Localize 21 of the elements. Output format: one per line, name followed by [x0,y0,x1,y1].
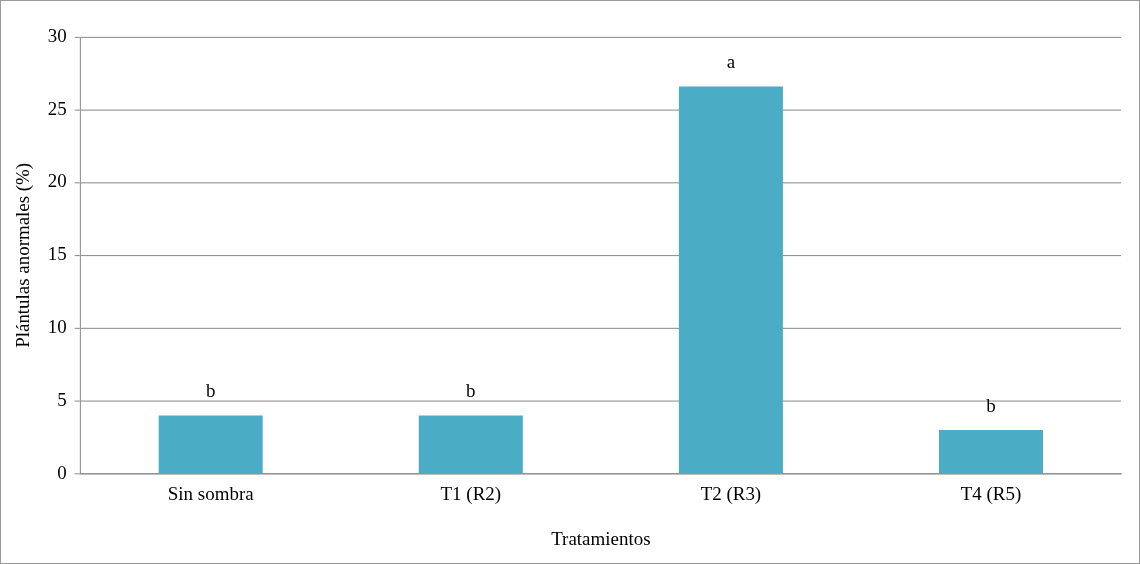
y-tick-label: 10 [47,316,67,338]
y-tick-label: 20 [47,170,67,192]
y-tick-label: 5 [57,388,67,410]
bar [158,415,263,474]
y-tick-label: 25 [47,97,67,119]
y-tick-label: 30 [47,24,67,46]
y-tick-label: 0 [57,461,67,483]
x-axis-title: Tratamientos [551,527,651,549]
bar [678,86,783,474]
x-tick-label: T4 (R5) [960,483,1022,505]
bar [938,430,1043,474]
y-axis-title: Plántulas anormales (%) [12,162,35,348]
x-tick-label: T2 (R3) [700,483,762,505]
annotation: b [205,380,216,402]
annotation: b [986,394,996,416]
annotation: a [726,50,736,72]
y-tick-label: 15 [47,243,67,265]
x-tick-label: Sin sombra [167,483,255,504]
annotation: b [466,380,476,402]
bar [418,415,523,474]
x-tick-label: T1 (R2) [440,483,502,505]
